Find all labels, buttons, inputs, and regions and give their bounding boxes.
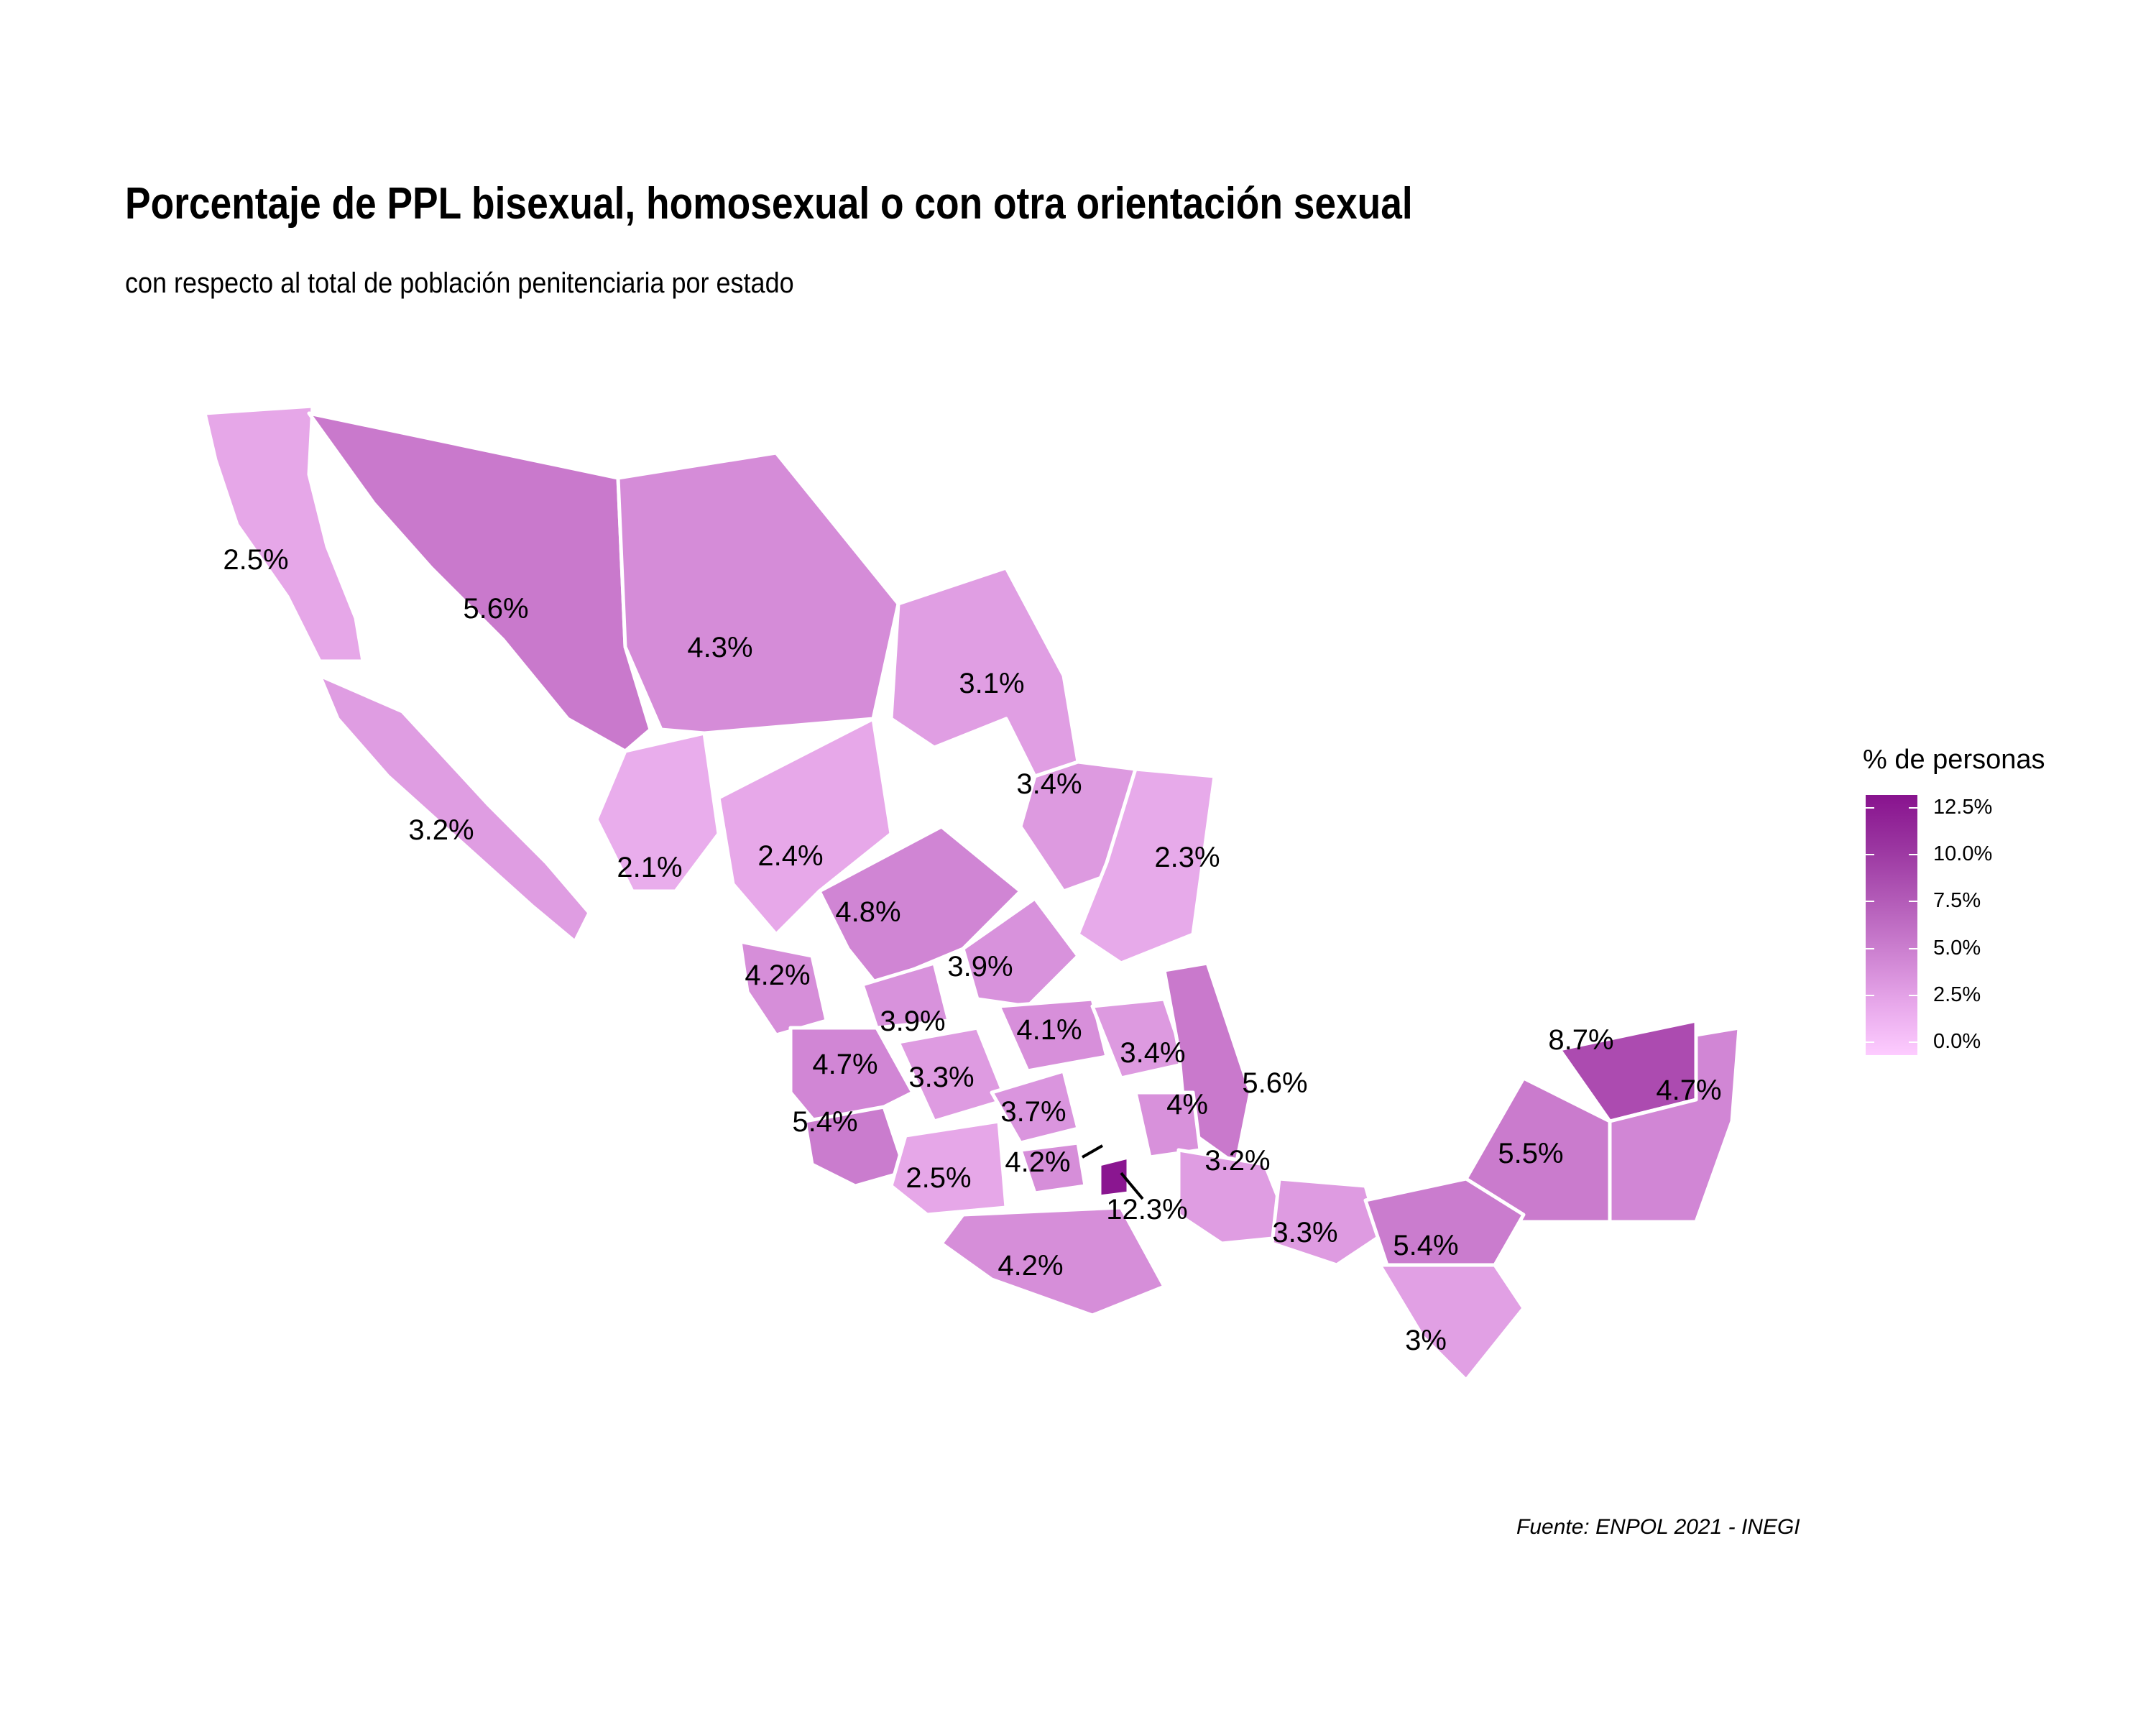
state-region [318, 673, 591, 944]
state-value-label: 3.2% [408, 814, 474, 846]
state-value-label: 3.2% [1204, 1145, 1270, 1177]
chart-title: Porcentaje de PPL bisexual, homosexual o… [125, 179, 1413, 229]
state-value-label: 2.1% [617, 852, 682, 883]
state-value-label: 2.4% [757, 840, 823, 872]
legend-tick-label: 5.0% [1933, 936, 1981, 960]
state-region [1133, 1090, 1202, 1159]
state-region [860, 961, 951, 1030]
state-value-label: 3% [1405, 1325, 1447, 1356]
state-value-label: 4.2% [998, 1250, 1063, 1282]
state-value-label: 3.1% [959, 668, 1024, 699]
state-value-label: 3.9% [947, 951, 1013, 983]
legend-tick-label: 7.5% [1933, 889, 1981, 913]
state-region [1097, 1155, 1130, 1199]
state-region [939, 1205, 1166, 1317]
legend-tick-label: 10.0% [1933, 842, 1993, 866]
state-value-label: 4.7% [1656, 1075, 1721, 1106]
state-value-label: 3.7% [1000, 1096, 1066, 1128]
state-value-label: 4.1% [1016, 1014, 1082, 1046]
state-value-label: 5.4% [792, 1106, 857, 1138]
legend-tick-label: 12.5% [1933, 796, 1993, 819]
state-value-label: 12.3% [1106, 1194, 1187, 1225]
state-region [1363, 1177, 1526, 1267]
state-region [803, 1105, 908, 1188]
state-region [594, 731, 721, 893]
state-region [961, 896, 1080, 1008]
state-value-label: 3.3% [1272, 1217, 1337, 1248]
state-value-label: 4% [1166, 1089, 1208, 1121]
state-value-label: 4.3% [687, 632, 752, 663]
state-region [997, 997, 1109, 1073]
state-value-label: 3.4% [1120, 1037, 1185, 1069]
state-value-label: 8.7% [1548, 1024, 1613, 1056]
state-region [1608, 1026, 1741, 1224]
state-value-label: 2.5% [223, 544, 288, 576]
state-value-label: 2.3% [1154, 842, 1220, 873]
state-value-label: 5.5% [1498, 1138, 1563, 1169]
state-region [990, 1069, 1080, 1145]
source-caption: Fuente: ENPOL 2021 - INEGI [1516, 1515, 1800, 1539]
state-value-label: 3.9% [880, 1006, 945, 1037]
state-value-label: 4.7% [812, 1049, 877, 1080]
legend-title: % de personas [1863, 745, 2045, 775]
state-region [1176, 1148, 1296, 1246]
state-value-label: 4.8% [835, 896, 900, 928]
leader-line [1082, 1144, 1103, 1159]
state-value-label: 5.6% [463, 593, 528, 625]
state-region [203, 404, 365, 663]
state-region [1378, 1263, 1526, 1382]
state-value-label: 4.2% [1005, 1146, 1070, 1178]
state-region [889, 1119, 1008, 1217]
state-value-label: 3.4% [1016, 768, 1082, 800]
legend-tick-label: 2.5% [1933, 983, 1981, 1006]
legend-colorbar [1866, 795, 1917, 1055]
leader-line [1120, 1172, 1144, 1200]
state-value-label: 5.4% [1393, 1230, 1458, 1261]
legend-tick-label: 0.0% [1933, 1030, 1981, 1053]
state-value-label: 4.2% [745, 960, 810, 991]
chart-subtitle: con respecto al total de población penit… [125, 267, 794, 299]
state-value-label: 3.3% [908, 1062, 974, 1093]
state-region [616, 451, 900, 735]
state-value-label: 2.5% [906, 1162, 971, 1194]
state-value-label: 5.6% [1242, 1067, 1307, 1099]
state-region [1076, 767, 1217, 965]
state-region [1270, 1177, 1382, 1267]
state-region [1018, 1141, 1087, 1195]
